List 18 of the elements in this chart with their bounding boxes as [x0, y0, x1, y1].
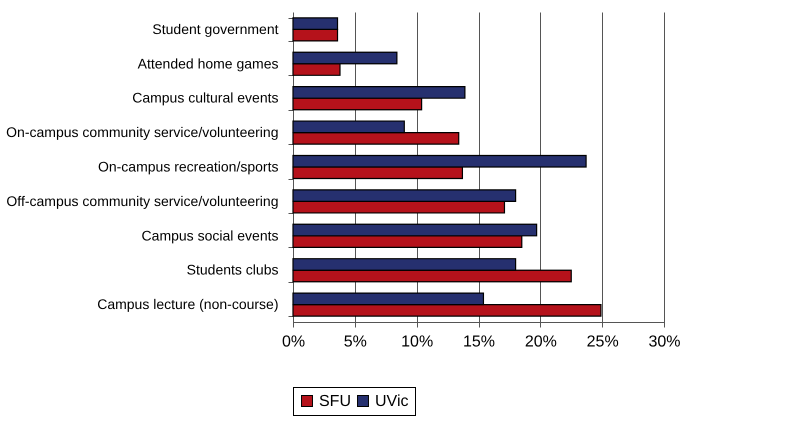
x-tick-label: 5% [344, 334, 367, 350]
x-tick-label: 10% [401, 334, 434, 350]
y-tick-label: Students clubs [186, 262, 278, 278]
y-tick-label: Off-campus community service/volunteering [6, 192, 278, 209]
x-tick-label: 15% [462, 334, 496, 350]
y-tick-label: On-campus community service/volunteering [6, 124, 278, 140]
x-tick-label: 20% [524, 334, 557, 350]
x-tick-label: 30% [648, 334, 681, 350]
x-tick-label: 0% [282, 334, 306, 350]
y-tick-label: Campus lecture (non-course) [97, 296, 278, 312]
y-tick-label: Student government [152, 20, 279, 37]
legend-label: SFU [319, 393, 351, 410]
y-tick-label: On-campus recreation/sports [98, 158, 278, 174]
legend-label: UVic [375, 393, 408, 410]
x-tick-label: 25% [586, 334, 619, 350]
y-tick-label: Campus social events [142, 227, 278, 244]
y-tick-label: Campus cultural events [132, 90, 278, 106]
y-tick-label: Attended home games [138, 55, 278, 72]
